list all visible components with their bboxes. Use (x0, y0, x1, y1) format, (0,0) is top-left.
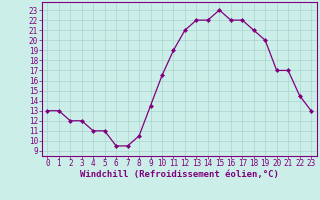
X-axis label: Windchill (Refroidissement éolien,°C): Windchill (Refroidissement éolien,°C) (80, 170, 279, 179)
